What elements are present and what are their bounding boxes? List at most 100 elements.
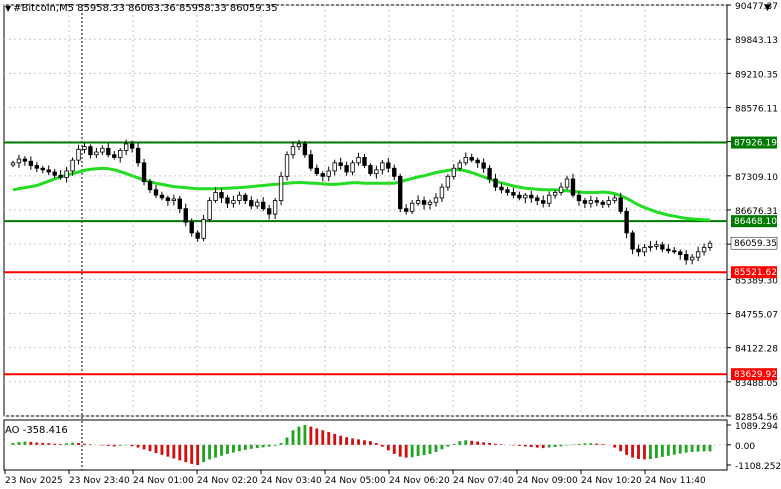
candle[interactable] [243, 192, 248, 205]
candle[interactable] [332, 159, 337, 176]
candle[interactable] [225, 195, 230, 209]
candle[interactable] [433, 193, 439, 207]
candle[interactable] [118, 147, 123, 163]
candle[interactable] [529, 190, 534, 203]
candle[interactable] [82, 143, 87, 154]
candle[interactable] [612, 194, 617, 204]
candle[interactable] [129, 140, 135, 153]
candle[interactable] [523, 192, 528, 204]
candle[interactable] [386, 157, 391, 173]
time-axis[interactable]: 23 Nov 2025 23 Nov 23:40 24 Nov 01:00 24 No… [4, 470, 706, 486]
candle[interactable] [368, 163, 373, 176]
triangle-down-icon[interactable]: ▼ [5, 4, 12, 13]
candle[interactable] [64, 166, 69, 183]
candle[interactable] [415, 195, 421, 206]
candle[interactable] [46, 165, 51, 176]
candle[interactable] [499, 183, 504, 194]
candle[interactable] [564, 175, 570, 190]
candle[interactable] [10, 160, 16, 168]
candle[interactable] [403, 204, 409, 215]
candle[interactable] [147, 178, 153, 193]
candle[interactable] [76, 144, 81, 165]
candle[interactable] [487, 164, 492, 184]
candle[interactable] [689, 254, 695, 265]
candle[interactable] [463, 152, 468, 166]
candle[interactable] [231, 195, 236, 208]
candle[interactable] [439, 183, 445, 202]
candle[interactable] [398, 173, 403, 213]
candle[interactable] [261, 197, 266, 212]
candle[interactable] [195, 230, 200, 242]
candle[interactable] [558, 182, 564, 196]
candlesticks[interactable] [10, 139, 713, 265]
candle[interactable] [505, 187, 510, 196]
candle[interactable] [237, 191, 242, 205]
candle[interactable] [94, 147, 99, 159]
candle[interactable] [451, 164, 457, 180]
candle[interactable] [666, 244, 671, 254]
candle[interactable] [344, 161, 349, 176]
candle[interactable] [624, 207, 629, 239]
price-axis[interactable]: 90477.3789843.1389210.3588576.1187943.33… [727, 2, 778, 423]
candle[interactable] [58, 170, 63, 180]
candle[interactable] [165, 195, 171, 206]
candle[interactable] [493, 173, 498, 192]
candle[interactable] [266, 204, 272, 220]
candle[interactable] [648, 241, 653, 252]
candle[interactable] [356, 152, 361, 166]
candle[interactable] [284, 151, 290, 181]
candle[interactable] [123, 139, 129, 156]
candle[interactable] [582, 197, 588, 209]
candle[interactable] [272, 197, 278, 220]
candle[interactable] [314, 164, 320, 176]
candle[interactable] [112, 151, 117, 160]
candle[interactable] [660, 241, 665, 253]
candle[interactable] [141, 158, 147, 186]
candle[interactable] [302, 141, 308, 158]
candle[interactable] [636, 244, 641, 257]
candle[interactable] [201, 214, 206, 242]
candle[interactable] [338, 157, 343, 170]
candle[interactable] [34, 161, 39, 173]
candle[interactable] [290, 141, 296, 159]
candle[interactable] [469, 153, 474, 163]
candle[interactable] [588, 195, 594, 208]
candle[interactable] [654, 240, 659, 250]
candle[interactable] [350, 160, 355, 176]
candle[interactable] [278, 171, 284, 206]
candle[interactable] [684, 250, 689, 265]
candle[interactable] [16, 154, 22, 168]
candle[interactable] [481, 158, 486, 173]
candle[interactable] [22, 156, 28, 166]
candle[interactable] [475, 157, 480, 168]
candle[interactable] [541, 195, 546, 208]
candle[interactable] [457, 159, 462, 172]
candle[interactable] [362, 154, 367, 169]
candle[interactable] [672, 247, 677, 255]
candle[interactable] [380, 159, 385, 175]
chart-shift-icon[interactable]: ▼ [764, 3, 771, 13]
candle[interactable] [392, 164, 397, 181]
candle[interactable] [570, 173, 576, 198]
candle[interactable] [183, 203, 188, 227]
candle[interactable] [421, 196, 427, 210]
candle[interactable] [70, 157, 75, 176]
candle[interactable] [249, 196, 254, 210]
candle[interactable] [445, 174, 451, 191]
candle[interactable] [552, 189, 558, 199]
candle[interactable] [606, 196, 611, 208]
candle[interactable] [320, 171, 325, 182]
candle[interactable] [642, 244, 647, 257]
candle[interactable] [707, 240, 713, 251]
candle[interactable] [177, 195, 182, 214]
candle[interactable] [630, 230, 635, 255]
candle[interactable] [535, 194, 540, 206]
candle[interactable] [618, 192, 623, 214]
candle[interactable] [701, 243, 707, 256]
candle[interactable] [576, 191, 582, 206]
candle[interactable] [600, 199, 605, 208]
candle[interactable] [213, 187, 218, 203]
candle[interactable] [135, 143, 141, 167]
